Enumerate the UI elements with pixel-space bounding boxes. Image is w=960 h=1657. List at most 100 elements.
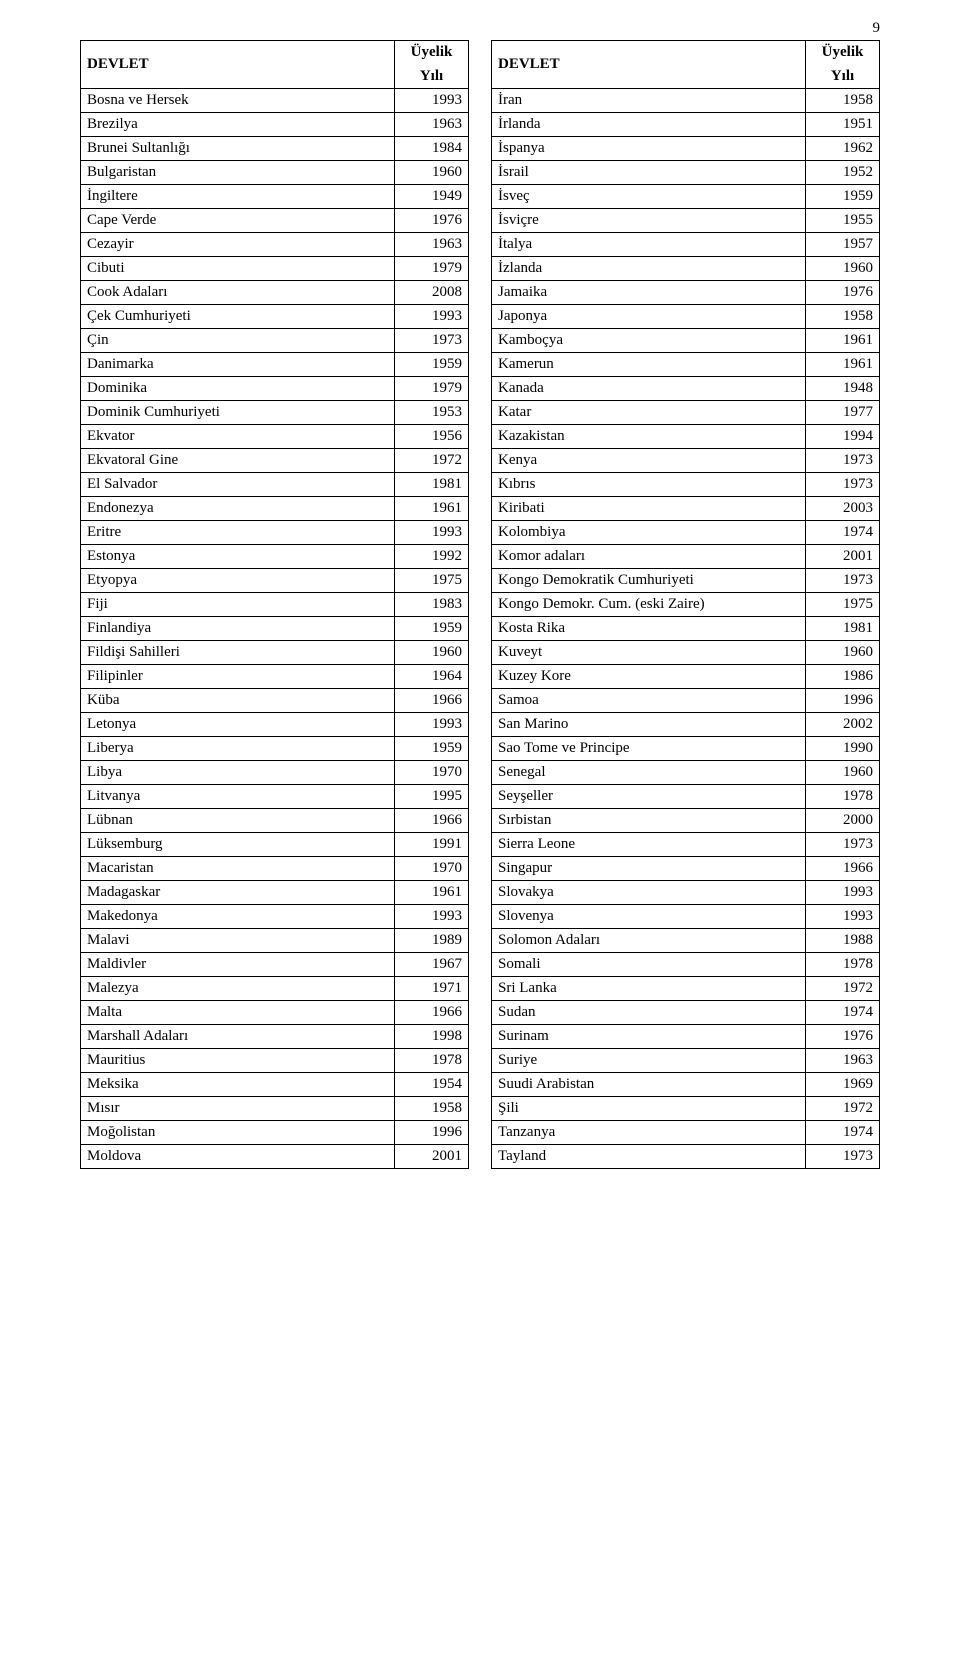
state-name-cell: Cezayir [81,233,395,257]
state-name-cell: Singapur [492,857,806,881]
membership-year-cell: 1973 [395,329,469,353]
membership-year-cell: 1966 [395,689,469,713]
membership-year-cell: 1983 [395,593,469,617]
state-name-cell: Samoa [492,689,806,713]
membership-year-cell: 1970 [395,857,469,881]
membership-year-cell: 1963 [806,1049,880,1073]
membership-year-cell: 1972 [806,977,880,1001]
right-column: DEVLET Üyelik Yılı İran1958İrlanda1951İs… [491,40,880,1169]
membership-year-cell: 1957 [806,233,880,257]
two-column-layout: DEVLET Üyelik Yılı Bosna ve Hersek1993Br… [80,40,880,1169]
membership-year-cell: 1952 [806,161,880,185]
table-row: San Marino2002 [492,713,880,737]
state-name-cell: Libya [81,761,395,785]
membership-year-cell: 1953 [395,401,469,425]
table-row: Cezayir1963 [81,233,469,257]
table-row: İngiltere1949 [81,185,469,209]
membership-year-cell: 1961 [806,353,880,377]
state-name-cell: Malezya [81,977,395,1001]
table-row: Kolombiya1974 [492,521,880,545]
table-row: Slovenya1993 [492,905,880,929]
state-name-cell: Komor adaları [492,545,806,569]
table-row: Kongo Demokr. Cum. (eski Zaire)1975 [492,593,880,617]
table-row: İtalya1957 [492,233,880,257]
state-name-cell: Dominika [81,377,395,401]
state-name-cell: Fildişi Sahilleri [81,641,395,665]
membership-year-cell: 1981 [806,617,880,641]
table-row: Bosna ve Hersek1993 [81,89,469,113]
table-row: Lüksemburg1991 [81,833,469,857]
state-name-cell: Marshall Adaları [81,1025,395,1049]
membership-year-cell: 1961 [395,497,469,521]
table-row: Litvanya1995 [81,785,469,809]
table-row: Sierra Leone1973 [492,833,880,857]
state-name-cell: Suudi Arabistan [492,1073,806,1097]
membership-year-cell: 1974 [806,1001,880,1025]
table-row: Katar1977 [492,401,880,425]
state-name-cell: Macaristan [81,857,395,881]
table-row: Filipinler1964 [81,665,469,689]
state-name-cell: Sao Tome ve Principe [492,737,806,761]
table-row: Suudi Arabistan1969 [492,1073,880,1097]
membership-year-cell: 1998 [395,1025,469,1049]
membership-year-cell: 1984 [395,137,469,161]
membership-year-cell: 1977 [806,401,880,425]
table-row: Sri Lanka1972 [492,977,880,1001]
membership-year-cell: 1979 [395,377,469,401]
table-row: Malezya1971 [81,977,469,1001]
table-row: Seyşeller1978 [492,785,880,809]
state-name-cell: İngiltere [81,185,395,209]
state-name-cell: Malavi [81,929,395,953]
membership-year-cell: 1960 [806,257,880,281]
state-name-cell: Cape Verde [81,209,395,233]
table-row: İzlanda1960 [492,257,880,281]
membership-year-cell: 1981 [395,473,469,497]
membership-year-cell: 1955 [806,209,880,233]
membership-year-cell: 1994 [806,425,880,449]
membership-year-cell: 1958 [395,1097,469,1121]
state-name-cell: Danimarka [81,353,395,377]
state-name-cell: Eritre [81,521,395,545]
membership-year-cell: 1974 [806,521,880,545]
table-row: Senegal1960 [492,761,880,785]
state-name-cell: Kongo Demokr. Cum. (eski Zaire) [492,593,806,617]
membership-year-cell: 1993 [395,521,469,545]
state-name-cell: İzlanda [492,257,806,281]
membership-year-cell: 1973 [806,449,880,473]
table-row: Lübnan1966 [81,809,469,833]
table-row: Dominik Cumhuriyeti1953 [81,401,469,425]
table-row: Samoa1996 [492,689,880,713]
membership-year-cell: 1966 [806,857,880,881]
membership-year-cell: 2002 [806,713,880,737]
state-name-cell: Jamaika [492,281,806,305]
state-name-cell: İsrail [492,161,806,185]
state-name-cell: Moğolistan [81,1121,395,1145]
membership-year-cell: 1986 [806,665,880,689]
membership-year-cell: 1954 [395,1073,469,1097]
membership-year-cell: 1993 [806,881,880,905]
table-row: Kuveyt1960 [492,641,880,665]
table-row: Kongo Demokratik Cumhuriyeti1973 [492,569,880,593]
state-name-cell: Slovakya [492,881,806,905]
state-name-cell: Lübnan [81,809,395,833]
state-name-cell: Sırbistan [492,809,806,833]
table-row: İsrail1952 [492,161,880,185]
membership-year-cell: 2003 [806,497,880,521]
membership-year-cell: 1948 [806,377,880,401]
membership-year-cell: 1993 [806,905,880,929]
state-name-cell: Moldova [81,1145,395,1169]
membership-year-cell: 1959 [395,737,469,761]
membership-year-cell: 1960 [395,641,469,665]
state-name-cell: Endonezya [81,497,395,521]
state-name-cell: Surinam [492,1025,806,1049]
table-row: Madagaskar1961 [81,881,469,905]
state-name-cell: Bosna ve Hersek [81,89,395,113]
membership-year-cell: 1975 [806,593,880,617]
membership-year-cell: 1959 [806,185,880,209]
table-row: Mauritius1978 [81,1049,469,1073]
state-name-cell: Kenya [492,449,806,473]
state-name-cell: İrlanda [492,113,806,137]
header-state: DEVLET [81,41,395,89]
table-row: Küba1966 [81,689,469,713]
table-row: Ekvatoral Gine1972 [81,449,469,473]
